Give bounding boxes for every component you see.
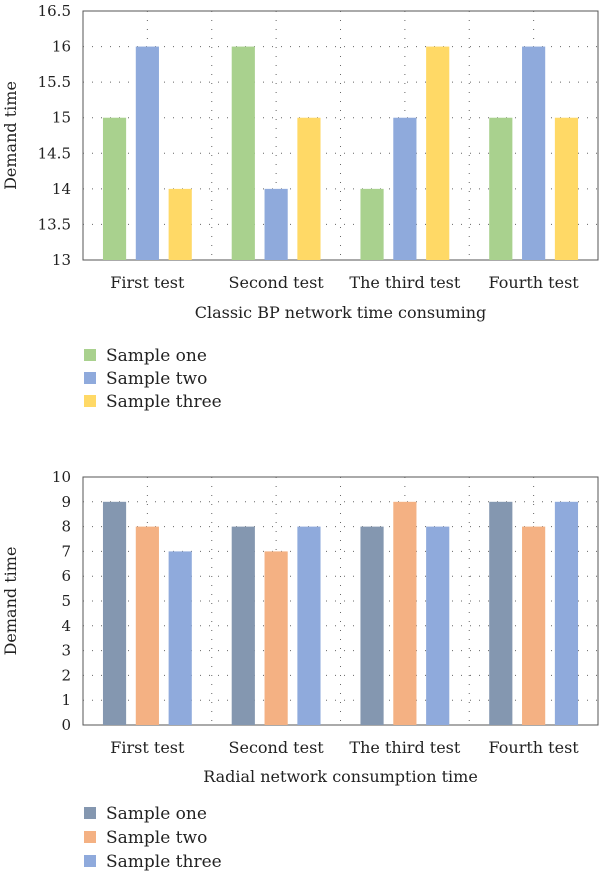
y-axis-title: Demand time <box>1 547 20 656</box>
legend-label: Sample two <box>106 369 207 389</box>
bar-sample-one <box>231 46 255 261</box>
x-tick-label: First test <box>110 738 185 757</box>
bar-sample-three <box>426 526 450 725</box>
x-tick-label: The third test <box>349 273 460 292</box>
bar-sample-two <box>135 46 159 261</box>
x-tick-label: First test <box>110 273 185 292</box>
bar-sample-two <box>264 551 288 725</box>
bar-sample-three <box>168 551 192 725</box>
legend-label: Sample one <box>106 346 207 366</box>
bar-sample-two <box>393 117 417 260</box>
bar-sample-three <box>426 46 450 261</box>
x-tick-label: Fourth test <box>489 738 580 757</box>
bar-sample-two <box>135 526 159 725</box>
bar-sample-three <box>297 117 321 260</box>
y-tick-label: 2 <box>61 666 71 684</box>
bar-sample-two <box>522 526 546 725</box>
legend-swatch <box>84 349 96 361</box>
bar-sample-three <box>554 117 579 260</box>
legend-label: Sample one <box>106 804 207 824</box>
legend-swatch <box>84 855 96 867</box>
y-tick-label: 0 <box>61 716 71 734</box>
y-tick-label: 1 <box>61 691 71 709</box>
bar-sample-two <box>393 501 417 725</box>
bar-sample-three <box>554 501 579 725</box>
bar-sample-one <box>360 188 384 260</box>
bar-sample-one <box>489 501 513 725</box>
y-tick-label: 9 <box>61 493 71 511</box>
x-tick-label: The third test <box>349 738 460 757</box>
chart-1: 13 13.5 14 14.5 15 15.5 16 16.5 First test Second… <box>1 2 599 412</box>
legend-swatch <box>84 831 96 843</box>
bar-sample-one <box>231 526 255 725</box>
plot-area-frame <box>82 10 599 261</box>
y-tick-label: 8 <box>61 518 71 536</box>
x-axis-title: Radial network consumption time <box>203 767 478 786</box>
y-tick-label: 14.5 <box>38 144 71 162</box>
legend-swatch <box>84 395 96 407</box>
y-tick-label: 15.5 <box>38 73 71 91</box>
bar-sample-one <box>102 501 127 725</box>
y-tick-label: 3 <box>61 642 71 660</box>
x-tick-label: Second test <box>229 738 325 757</box>
legend-label: Sample three <box>106 392 222 412</box>
y-tick-label: 7 <box>61 542 71 560</box>
bar-sample-one <box>489 117 513 260</box>
y-tick-label: 15 <box>52 109 71 127</box>
legend-swatch <box>84 807 96 819</box>
x-tick-label: Fourth test <box>489 273 580 292</box>
y-tick-label: 5 <box>61 592 71 610</box>
x-axis-title: Classic BP network time consuming <box>195 303 487 322</box>
y-tick-label: 14 <box>52 180 71 198</box>
y-tick-label: 10 <box>52 468 71 486</box>
y-tick-label: 13 <box>52 251 71 269</box>
y-tick-label: 16.5 <box>38 2 71 20</box>
bar-sample-one <box>102 117 127 260</box>
x-tick-label: Second test <box>229 273 325 292</box>
bar-sample-three <box>168 188 192 260</box>
y-tick-label: 16 <box>52 38 71 56</box>
y-axis-title: Demand time <box>1 81 20 190</box>
chart-2: 0 1 2 3 4 5 6 7 8 9 10 First test Second test The thi… <box>1 468 599 872</box>
bar-sample-three <box>297 526 321 725</box>
y-tick-label: 6 <box>61 567 71 585</box>
plot-area-frame <box>82 476 599 726</box>
y-tick-label: 4 <box>61 617 71 635</box>
bar-sample-two <box>264 188 288 260</box>
legend-swatch <box>84 372 96 384</box>
bar-sample-one <box>360 526 384 725</box>
bar-sample-two <box>522 46 546 261</box>
legend-label: Sample three <box>106 852 222 872</box>
legend-label: Sample two <box>106 828 207 848</box>
y-tick-label: 13.5 <box>38 215 71 233</box>
